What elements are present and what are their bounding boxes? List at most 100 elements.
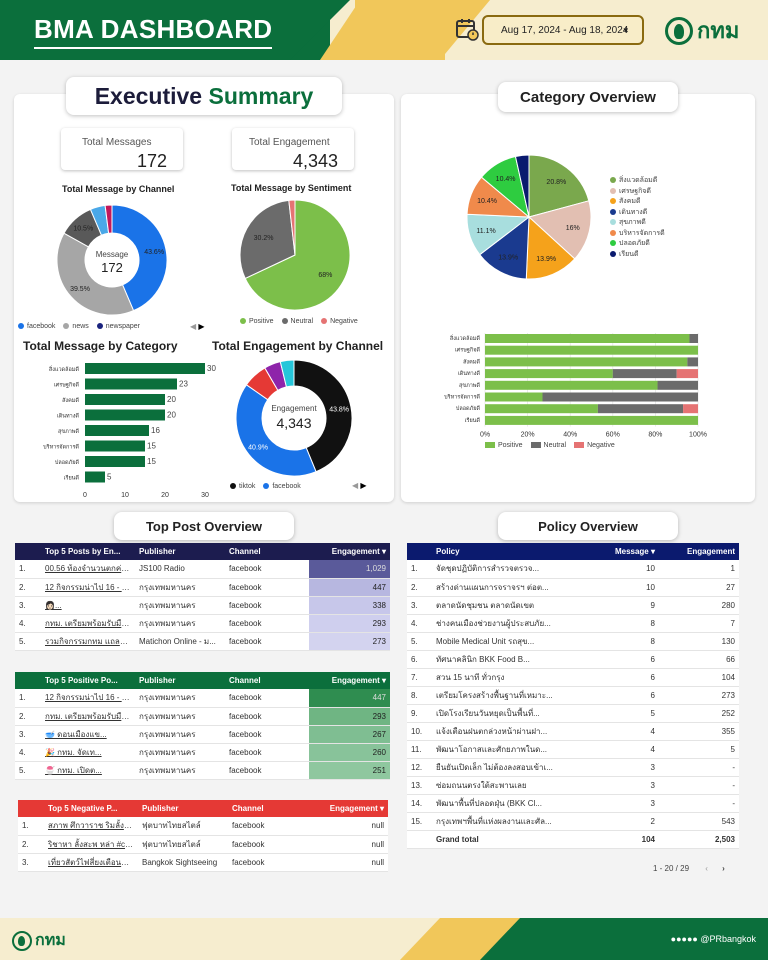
bar-value: 16	[151, 426, 160, 435]
table-row[interactable]: 3. เที่ยวสัตว์ไฟสี่ยงเตือนลม... Bangkok Si…	[18, 853, 388, 872]
column-header[interactable]: Engagement ▾	[309, 672, 390, 689]
table-cell: 251	[309, 761, 390, 780]
column-header[interactable]: Publisher	[135, 543, 225, 560]
next-page-icon[interactable]: ›	[722, 864, 725, 873]
stack-segment	[687, 357, 698, 367]
column-header[interactable]: Engagement ▾	[309, 543, 390, 560]
table-row[interactable]: 5. รวมกิจกรรมกทม แถลงข่า... Matichon Onlin…	[15, 632, 390, 651]
table-cell: 1.	[407, 560, 432, 579]
category-sentiment-stacked-chart: สิ่งแวดล้อมดีเศรษฐกิจดีสังคมดีเดินทางดีส…	[444, 333, 707, 439]
table-cell: 00.56 ท้องจำนวนตกค่าง ...	[41, 560, 135, 579]
table-cell: facebook	[225, 707, 309, 726]
table-cell: ฟุตบาทไทยสไตล์	[138, 835, 228, 854]
column-header[interactable]: Publisher	[135, 672, 225, 689]
table-row[interactable]: 2. สร้างด่านแผนการจราจรฯ ต่อต... 10 27	[407, 578, 739, 597]
table-cell: ซ่อมถนนตรงใต้สะพานเลย	[432, 776, 572, 795]
legend-item: Positive	[485, 442, 523, 449]
table-row[interactable]: 5. 🍧 กทม. เปิดต... กรุงเทพมหานคร facebook 25…	[15, 761, 390, 780]
table-row[interactable]: 7. สวน 15 นาที ทั่วกรุง 6 104	[407, 668, 739, 687]
table-row[interactable]: 14. พัฒนาพื้นที่ปลอดฝุ่น (BKK Cl... 3-	[407, 794, 739, 813]
table-row[interactable]: 1. 00.56 ท้องจำนวนตกค่าง ... JS100 Radio fa…	[15, 560, 390, 579]
legend-swatch	[281, 318, 288, 325]
legend-item: สิ่งแวดล้อมดี	[610, 176, 665, 187]
legend-label: สุขภาพดี	[619, 219, 646, 226]
table-cell: 10.	[407, 722, 432, 741]
table-cell: 5.	[407, 632, 432, 651]
legend-label: บริหารจัดการดี	[619, 229, 665, 237]
table-cell: 2.	[15, 707, 41, 726]
table-cell: facebook	[228, 817, 312, 836]
header-bar: BMA DASHBOARD Aug 17, 2024 - Aug 18, 202…	[0, 0, 768, 60]
column-header[interactable]: Engagement ▾	[312, 800, 388, 817]
legend-swatch	[610, 187, 616, 194]
column-header[interactable]	[15, 672, 41, 689]
table-row[interactable]: 1. สภาพ ศึกวาราช ริมลั้งรั้... ฟุตบาทไทยสไ…	[18, 817, 388, 836]
table-row[interactable]: 2. 12 กิจกรรมน่าไป 16 - 23 ... กรุงเทพมหาน…	[15, 578, 390, 597]
table-cell: 355	[659, 722, 739, 741]
column-header[interactable]: Top 5 Negative P...	[44, 800, 138, 817]
table-cell: จัดชุดปฏิบัติการสำรวจตรวจ...	[432, 560, 572, 579]
table-row[interactable]: 1. 12 กิจกรรมน่าไป 16 - 2... กรุงเทพมหานคร…	[15, 689, 390, 708]
bar-label: สุขภาพดี	[58, 428, 79, 435]
table-row[interactable]: 8. เตรียมโครงสร้างพื้นฐานที่เหมาะ... 6 273	[407, 686, 739, 705]
bar-label: สิ่งแวดล้อมดี	[48, 365, 79, 373]
table-cell: กรุงเทพมหานคร	[135, 725, 225, 744]
table-row[interactable]: 9. เปิดโรงเรียนวันหยุดเป็นพื้นที่... 5 252	[407, 704, 739, 723]
legend-pager[interactable]: ◀ ▶	[190, 322, 205, 331]
category-chart-title: Total Message by Category	[23, 339, 178, 353]
table-row[interactable]: 2. กทม. เตรียมพร้อมรับมือสถ... กรุงเทพมหาน…	[15, 707, 390, 726]
slice-label: 39.5%	[70, 286, 90, 293]
table-row[interactable]: 3. ตลาดนัดชุมชน ตลาดนัดเขต 9 280	[407, 596, 739, 615]
column-header[interactable]: Policy	[432, 543, 572, 560]
table-row[interactable]: 6. ทัศนาคลินิก BKK Food B... 6 66	[407, 650, 739, 669]
stack-segment	[676, 369, 698, 379]
prev-page-icon[interactable]: ‹	[705, 864, 708, 873]
table-row[interactable]: 4. กทม. เตรียมพร้อมรับมือสถ... กรุงเทพมหาน…	[15, 614, 390, 633]
table-cell: 2.	[15, 578, 41, 597]
column-header[interactable]: Publisher	[138, 800, 228, 817]
table-row[interactable]: 10. แจ้งเตือนฝนตกล่วงหน้าผ่านฝา... 4 355	[407, 722, 739, 741]
table-row[interactable]: 13. ซ่อมถนนตรงใต้สะพานเลย 3-	[407, 776, 739, 795]
table-row[interactable]: 15. กรุงเทพฯพื้นที่แห่งผลงานและศัล... 2 543	[407, 812, 739, 831]
table-row[interactable]: 4. ช่างคนเมืองช่วยงานผู้ประสบภัย... 8 7	[407, 614, 739, 633]
stack-segment	[485, 369, 613, 379]
table-row[interactable]: 3. 👩🏻... กรุงเทพมหานคร facebook 338	[15, 596, 390, 615]
table-row[interactable]: 11. พัฒนาโอกาสและศักยภาพในด... 4 5	[407, 740, 739, 759]
table-cell: 273	[659, 686, 739, 705]
legend-swatch	[63, 323, 70, 330]
table-cell: 8	[572, 614, 659, 633]
bar-label: บริหารจัดการดี	[43, 444, 79, 451]
column-header[interactable]	[18, 800, 44, 817]
legend-swatch	[610, 177, 616, 184]
column-header[interactable]: Engagement	[659, 543, 739, 560]
table-row[interactable]: 4. 🎉 กทม. จัดเท... กรุงเทพมหานคร facebook 26…	[15, 743, 390, 762]
column-header[interactable]: Message ▾	[572, 543, 659, 560]
legend-pager[interactable]: ◀ ▶	[352, 481, 367, 490]
column-header[interactable]	[407, 543, 432, 560]
table-row[interactable]: 2. ริชาหา ลั้งสะพ หล่า #cent... ฟุตบาทไทยส…	[18, 835, 388, 854]
stack-segment	[597, 404, 684, 414]
kpi-total-messages: Total Messages 172	[61, 128, 183, 171]
column-header[interactable]: Top 5 Posts by En...	[41, 543, 135, 560]
bar-label: เดินทางดี	[57, 413, 80, 420]
column-header[interactable]	[15, 543, 41, 560]
stack-segment	[542, 392, 698, 402]
center-label: Message	[96, 250, 129, 259]
total-cell: 104	[572, 830, 659, 849]
bar	[85, 409, 165, 421]
table-row[interactable]: 1. จัดชุดปฏิบัติการสำรวจตรวจ... 10 1	[407, 560, 739, 579]
column-header[interactable]: Channel	[225, 672, 309, 689]
table-row[interactable]: 5. Mobile Medical Unit รถสุข... 8 130	[407, 632, 739, 651]
column-header[interactable]: Channel	[225, 543, 309, 560]
table-row[interactable]: 3. 🥣 ดอนเมืองแข... กรุงเทพมหานคร facebook 26…	[15, 725, 390, 744]
table-cell: 273	[309, 632, 390, 651]
table-cell: JS100 Radio	[135, 560, 225, 579]
column-header[interactable]: Top 5 Positive Po...	[41, 672, 135, 689]
legend-item: Neutral	[530, 442, 566, 449]
table-row[interactable]: 12. ยืนยันเปิดเล็ก ไม่ต้องลงสอบเข้าเ... 3-	[407, 758, 739, 777]
legend-swatch	[321, 318, 328, 325]
table-cell: 3.	[15, 725, 41, 744]
column-header[interactable]: Channel	[228, 800, 312, 817]
date-range-picker[interactable]: Aug 17, 2024 - Aug 18, 2024 ▾	[482, 15, 644, 45]
